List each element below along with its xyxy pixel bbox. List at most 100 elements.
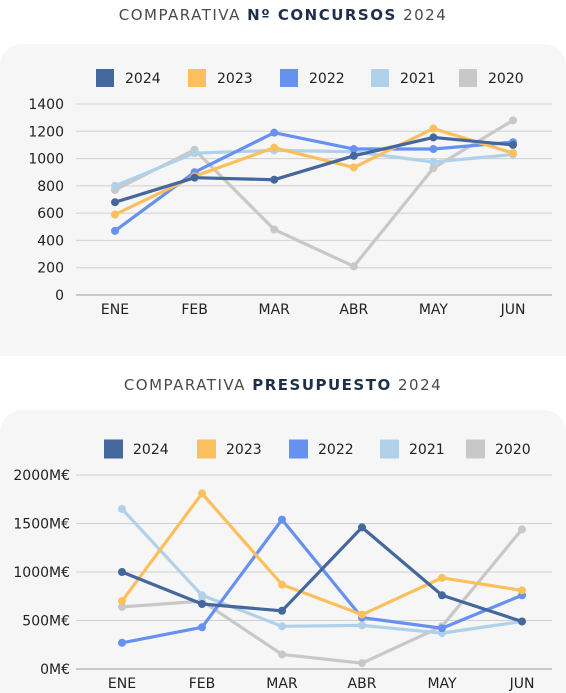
y-tick-label: 200 (37, 261, 64, 277)
data-point-2022 (438, 624, 446, 633)
legend-label-2024: 2024 (125, 71, 161, 87)
data-point-2023 (118, 597, 126, 606)
legend-swatch-2020 (466, 439, 485, 459)
x-tick-label: MAY (427, 676, 457, 692)
legend-label-2023: 2023 (226, 442, 262, 458)
data-point-2023 (278, 580, 286, 589)
chart-1-title: COMPARATIVA Nº CONCURSOS 2024 (0, 6, 566, 24)
data-point-2024 (118, 568, 126, 576)
y-tick-label: 800 (37, 179, 64, 195)
data-point-2021 (198, 591, 206, 600)
data-point-2023 (349, 163, 358, 172)
legend-label-2020: 2020 (495, 442, 531, 458)
chart-2-title-suffix: 2024 (398, 376, 443, 394)
chart-2-title-prefix: COMPARATIVA (123, 376, 246, 394)
data-point-2024 (349, 151, 358, 160)
chart-1-panel (0, 44, 566, 356)
data-point-2021 (429, 157, 438, 166)
data-point-2024 (358, 523, 366, 532)
series-line-2023 (120, 491, 524, 617)
y-tick-label: 500M€ (22, 614, 70, 630)
series-line-2020 (120, 527, 524, 665)
data-point-2020 (278, 650, 286, 659)
series-line-2024 (113, 135, 515, 204)
data-point-2024 (270, 175, 279, 184)
legend-swatch-2021 (371, 69, 389, 87)
legend-swatch-2023 (197, 439, 216, 459)
data-point-2024 (518, 617, 526, 626)
data-point-2022 (429, 145, 438, 154)
data-point-2023 (198, 489, 206, 498)
data-point-2021 (190, 149, 199, 158)
data-point-2024 (198, 600, 206, 609)
data-point-2024 (278, 606, 286, 615)
x-tick-label: ENE (108, 676, 136, 692)
chart-1-title-strong: Nº CONCURSOS (247, 6, 397, 24)
y-tick-label: 1000 (28, 152, 64, 168)
legend-swatch-2022 (289, 439, 308, 459)
y-tick-label: 600 (37, 206, 64, 222)
y-tick-label: 400 (37, 233, 64, 249)
series-line-2021 (113, 148, 515, 188)
y-tick-label: 0M€ (40, 662, 70, 678)
data-point-2024 (509, 140, 517, 149)
legend-swatch-2024 (96, 69, 114, 87)
data-point-2020 (509, 116, 517, 125)
x-tick-label: MAY (419, 302, 449, 318)
legend-swatch-2020 (459, 69, 477, 87)
data-point-2023 (518, 586, 526, 595)
data-point-2024 (429, 133, 438, 142)
x-tick-label: JUN (509, 676, 535, 692)
data-point-2022 (349, 145, 358, 154)
legend-label-2021: 2021 (400, 71, 436, 87)
data-point-2023 (111, 210, 119, 219)
data-point-2023 (358, 610, 366, 619)
data-point-2020 (270, 225, 279, 234)
data-point-2020 (429, 164, 438, 173)
data-point-2020 (358, 659, 366, 668)
x-tick-label: ABR (339, 302, 368, 318)
data-point-2023 (509, 149, 517, 158)
data-point-2021 (278, 622, 286, 631)
series-line-2021 (120, 507, 524, 635)
legend-label-2021: 2021 (409, 442, 445, 458)
data-point-2024 (438, 591, 446, 600)
chart-2-title-strong: PRESUPUESTO (252, 376, 392, 394)
x-tick-label: MAR (266, 676, 298, 692)
data-point-2022 (111, 226, 119, 235)
legend-swatch-2024 (104, 439, 123, 459)
y-tick-label: 1400 (28, 97, 64, 113)
legend-label-2023: 2023 (217, 71, 253, 87)
data-point-2020 (118, 602, 126, 611)
x-tick-label: ENE (101, 302, 129, 318)
data-point-2023 (438, 573, 446, 582)
series-line-2024 (120, 525, 524, 624)
data-point-2022 (198, 623, 206, 632)
legend-label-2022: 2022 (309, 71, 345, 87)
legend-label-2022: 2022 (318, 442, 354, 458)
legend-swatch-2022 (280, 69, 298, 87)
data-point-2021 (358, 621, 366, 630)
data-point-2020 (518, 525, 526, 534)
y-tick-label: 1500M€ (13, 517, 70, 533)
chart-1-title-prefix: COMPARATIVA (118, 6, 241, 24)
x-tick-label: FEB (189, 676, 216, 692)
data-point-2021 (111, 181, 119, 190)
y-tick-label: 1200 (28, 124, 64, 140)
data-point-2022 (118, 638, 126, 647)
x-tick-label: ABR (348, 676, 377, 692)
data-point-2023 (270, 143, 279, 152)
y-tick-label: 0 (55, 288, 64, 304)
data-point-2020 (349, 262, 358, 271)
x-tick-label: FEB (181, 302, 208, 318)
y-tick-label: 1000M€ (13, 565, 70, 581)
chart-2-title: COMPARATIVA PRESUPUESTO 2024 (0, 376, 566, 394)
legend-swatch-2023 (188, 69, 206, 87)
chart-1-title-suffix: 2024 (403, 6, 448, 24)
x-tick-label: MAR (259, 302, 291, 318)
data-point-2022 (270, 128, 279, 137)
legend-label-2024: 2024 (133, 442, 169, 458)
